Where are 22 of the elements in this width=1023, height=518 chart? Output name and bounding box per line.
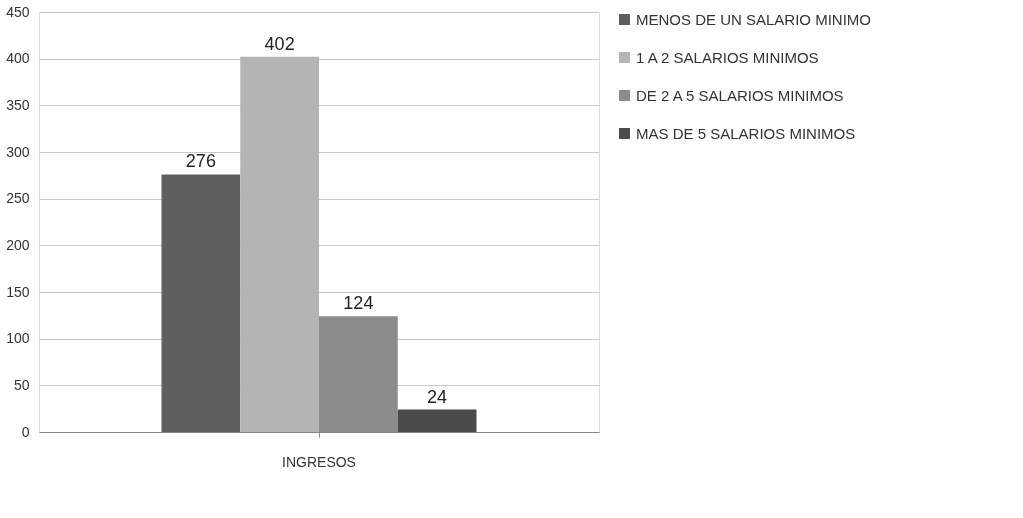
y-tick-label: 300 [6, 143, 30, 160]
y-tick-label: 150 [6, 283, 30, 300]
data-label: 402 [264, 33, 295, 54]
y-tick-label: 450 [6, 3, 30, 20]
bar [397, 409, 477, 432]
bar [240, 56, 319, 432]
y-tick-label: 100 [6, 330, 30, 347]
legend-label: DE 2 A 5 SALARIOS MINIMOS [636, 86, 844, 104]
y-tick-label: 250 [6, 190, 30, 207]
y-tick-label: 400 [6, 50, 30, 67]
y-tick-label: 200 [6, 236, 30, 253]
y-tick-label: 0 [21, 423, 30, 440]
data-label: 276 [185, 151, 216, 172]
data-label: 124 [343, 293, 374, 314]
bar [161, 174, 241, 432]
legend-label: 1 A 2 SALARIOS MINIMOS [636, 48, 819, 66]
data-label: 24 [427, 386, 448, 407]
y-tick-label: 350 [6, 96, 30, 113]
y-tick-label: 50 [13, 376, 30, 393]
x-tick-label: INGRESOS [282, 453, 356, 470]
legend-label: MENOS DE UN SALARIO MINIMO [636, 10, 872, 28]
legend-label: MAS DE 5 SALARIOS MINIMOS [636, 124, 856, 142]
